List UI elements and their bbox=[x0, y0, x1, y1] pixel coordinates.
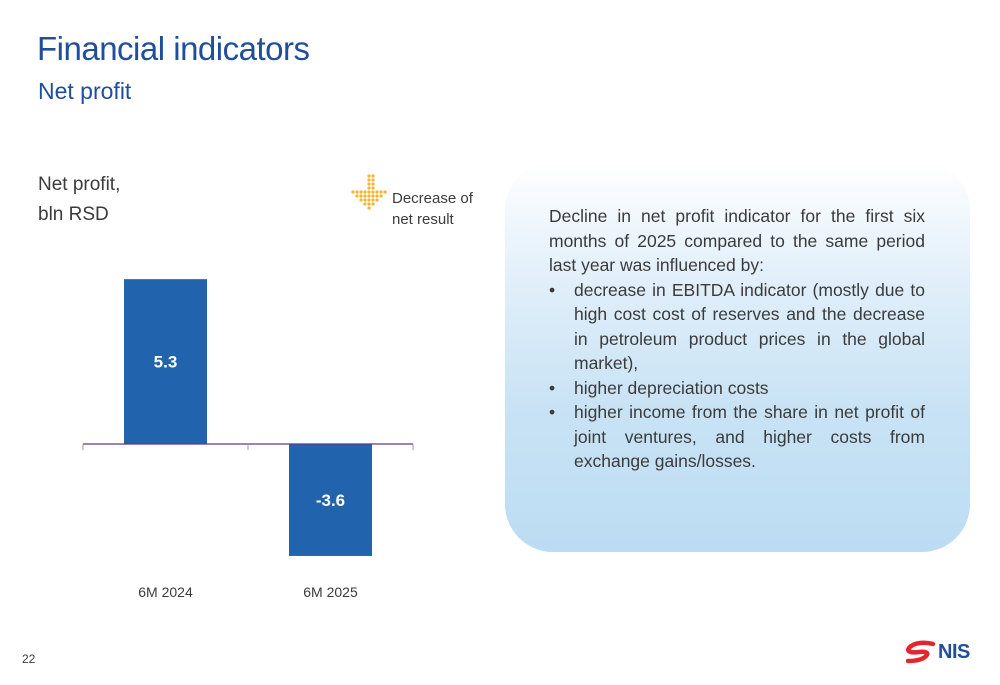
legend-label: Decrease of net result bbox=[392, 188, 473, 230]
bullet-marker: • bbox=[549, 377, 556, 398]
page-subtitle: Net profit bbox=[38, 78, 132, 104]
commentary-box: Decline in net profit indicator for the … bbox=[505, 162, 970, 552]
legend-arrow-dot bbox=[367, 206, 371, 210]
nis-logo-icon bbox=[906, 640, 936, 664]
legend-arrow-dot bbox=[367, 174, 371, 178]
commentary-item: • higher depreciation costs bbox=[549, 376, 925, 401]
legend-arrow-dot bbox=[363, 202, 367, 206]
commentary-item-text: decrease in EBITDA indicator (mostly due… bbox=[574, 279, 925, 374]
page-title: Financial indicators bbox=[37, 30, 310, 67]
legend-arrow-dot bbox=[367, 202, 371, 206]
page-number: 22 bbox=[22, 652, 36, 666]
legend-arrow-dot bbox=[375, 190, 379, 194]
legend-arrow-dot bbox=[359, 190, 363, 194]
legend-arrow-dot bbox=[379, 194, 383, 198]
legend-arrow-dot bbox=[367, 194, 371, 198]
x-tick-label: 6M 2024 bbox=[138, 584, 193, 600]
legend-arrow-dot bbox=[371, 194, 375, 198]
legend-arrow-dot bbox=[375, 198, 379, 202]
legend-label-line-1: Decrease of bbox=[392, 190, 473, 207]
legend-arrow-dot bbox=[371, 198, 375, 202]
net-profit-bar-chart: 5.3 6M 2024 -3.6 6M 2025 bbox=[82, 279, 414, 600]
commentary-list: • decrease in EBITDA indicator (mostly d… bbox=[549, 278, 925, 474]
legend-arrow-dot bbox=[355, 194, 359, 198]
bar-6m-2025 bbox=[289, 444, 372, 556]
commentary-item: • decrease in EBITDA indicator (mostly d… bbox=[549, 278, 925, 376]
legend-arrow-dot bbox=[375, 194, 379, 198]
legend-arrow-dot bbox=[363, 190, 367, 194]
commentary-item: • higher income from the share in net pr… bbox=[549, 400, 925, 474]
chart-label: Net profit, bln RSD bbox=[38, 170, 120, 230]
legend-arrow-dot bbox=[383, 190, 387, 194]
legend-arrow-dot bbox=[363, 194, 367, 198]
logo-text: NIS bbox=[938, 640, 970, 663]
legend-arrow-dot bbox=[371, 202, 375, 206]
legend-arrow-dot bbox=[359, 194, 363, 198]
x-tick-label: 6M 2025 bbox=[303, 584, 358, 600]
legend-arrow-dot bbox=[371, 186, 375, 190]
legend-arrow-dot bbox=[363, 198, 367, 202]
legend-arrow-dot bbox=[367, 198, 371, 202]
commentary-intro: Decline in net profit indicator for the … bbox=[549, 206, 925, 275]
legend-arrow-dot bbox=[367, 186, 371, 190]
bar-value-label: 5.3 bbox=[154, 353, 178, 372]
bullet-marker: • bbox=[549, 402, 556, 422]
legend-arrow-dot bbox=[367, 190, 371, 194]
legend-arrow-dot bbox=[351, 190, 355, 194]
bar-6m-2024 bbox=[124, 279, 207, 444]
legend-arrow-dot bbox=[371, 190, 375, 194]
legend-arrow-dot bbox=[359, 198, 363, 202]
commentary-item-text: higher income from the share in net prof… bbox=[574, 402, 925, 471]
legend-arrow-dot bbox=[371, 178, 375, 182]
legend-arrow-dot bbox=[355, 190, 359, 194]
chart-label-line-1: Net profit, bbox=[38, 174, 121, 195]
bar-value-label: -3.6 bbox=[316, 491, 345, 510]
company-logo: NIS bbox=[906, 638, 970, 666]
chart-label-line-2: bln RSD bbox=[38, 204, 109, 225]
legend-arrow-dot bbox=[367, 182, 371, 186]
legend-arrow-dot bbox=[371, 174, 375, 178]
legend-arrow-dot bbox=[371, 182, 375, 186]
down-arrow-icon bbox=[351, 174, 387, 210]
commentary-item-text: higher depreciation costs bbox=[574, 377, 769, 398]
legend-arrow-dot bbox=[379, 190, 383, 194]
bullet-marker: • bbox=[549, 279, 556, 300]
legend-arrow-dot bbox=[367, 178, 371, 182]
legend-label-line-2: net result bbox=[392, 211, 454, 228]
